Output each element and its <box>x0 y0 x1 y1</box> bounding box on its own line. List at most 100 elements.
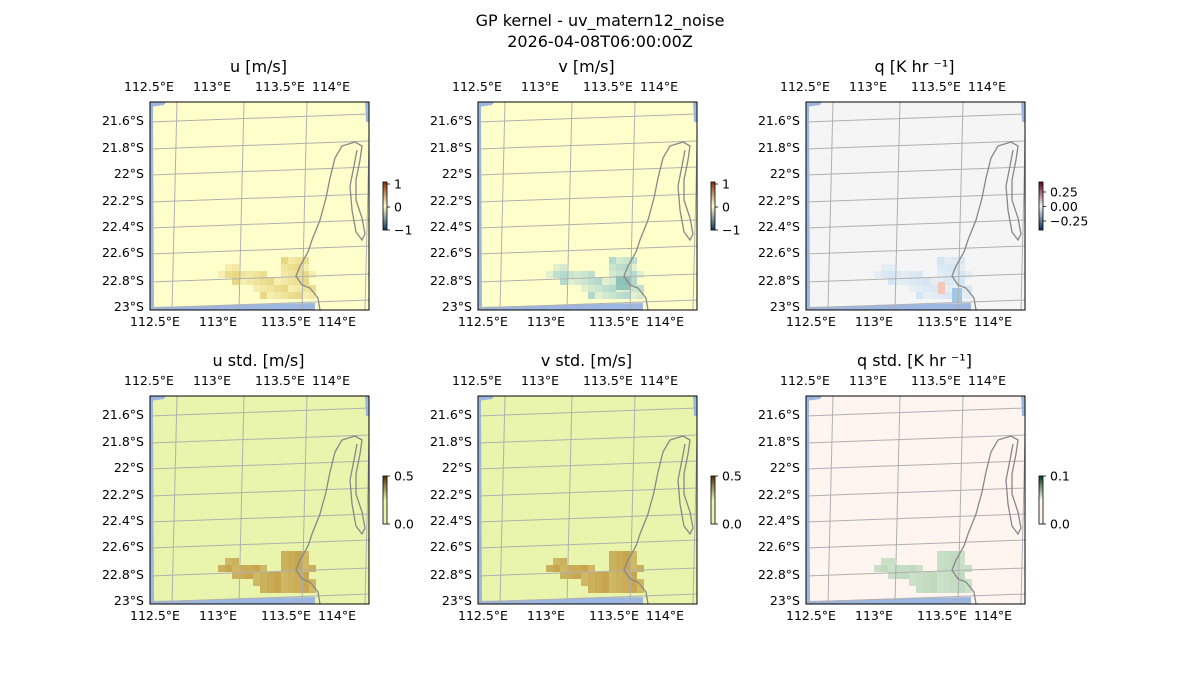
lat-tick: 22.4°S <box>430 219 472 234</box>
lat-tick: 22°S <box>114 460 144 475</box>
lon-tick-top: 113.5°E <box>583 373 633 388</box>
lon-tick-top: 113.5°E <box>583 79 633 94</box>
map-panel-u: u [m/s]112.5°E112.5°E113°E113°E113.5°E11… <box>102 57 412 329</box>
lon-tick-bottom: 113.5°E <box>917 314 967 329</box>
colorbar-tick: 0.00 <box>1050 199 1078 214</box>
lon-tick-bottom: 113°E <box>527 608 565 623</box>
lat-tick: 22.6°S <box>430 539 472 554</box>
lat-tick: 22°S <box>442 166 472 181</box>
colorbar-tick: −1 <box>394 223 412 238</box>
data-patch <box>546 257 644 299</box>
panel-title-u_std: u std. [m/s] <box>213 351 305 370</box>
lat-tick: 21.6°S <box>102 407 144 422</box>
map-panel-v: v [m/s]112.5°E112.5°E113°E113°E113.5°E11… <box>430 57 740 329</box>
lon-tick-bottom: 113.5°E <box>917 608 967 623</box>
data-patch <box>874 551 972 593</box>
colorbar-tick: 0.5 <box>722 469 742 484</box>
lon-tick-bottom: 114°E <box>974 314 1012 329</box>
colorbar-u: 1 0 −1 <box>382 177 412 238</box>
panel-title-q: q [K hr ⁻¹] <box>875 57 955 76</box>
lat-tick: 23°S <box>770 299 800 314</box>
lon-tick-top: 113.5°E <box>255 79 305 94</box>
colorbar-tick: 0.0 <box>722 517 742 532</box>
lat-tick: 22.2°S <box>758 193 800 208</box>
lon-tick-bottom: 113°E <box>199 608 237 623</box>
lat-tick: 21.8°S <box>102 434 144 449</box>
lat-tick: 22.8°S <box>758 567 800 582</box>
colorbar-tick: 0.0 <box>394 517 414 532</box>
lat-tick: 22.6°S <box>102 245 144 260</box>
lat-tick: 22.2°S <box>102 193 144 208</box>
lon-tick-top: 114°E <box>968 373 1006 388</box>
lat-tick: 21.6°S <box>758 113 800 128</box>
map-panel-v_std: v std. [m/s] 112.5°E 112.5°E 113°E 113°E 113.… <box>430 351 742 623</box>
lon-tick-top: 114°E <box>640 373 678 388</box>
lat-tick: 21.6°S <box>102 113 144 128</box>
map-frame <box>149 101 370 311</box>
figure-title: GP kernel - uv_matern12_noise 2026-04-08… <box>0 10 1200 52</box>
lat-tick: 21.6°S <box>430 113 472 128</box>
lon-tick-bottom: 112.5°E <box>786 608 836 623</box>
lon-tick-top: 113°E <box>521 79 559 94</box>
lon-tick-top: 114°E <box>640 79 678 94</box>
colorbar-tick: 0 <box>722 200 730 215</box>
lat-tick: 22.6°S <box>758 245 800 260</box>
lat-tick: 22°S <box>770 460 800 475</box>
lon-tick-top: 112.5°E <box>124 79 174 94</box>
coastline <box>623 435 694 604</box>
lon-tick-bottom: 113.5°E <box>589 608 639 623</box>
graticule <box>806 102 1025 310</box>
lat-tick: 22.4°S <box>102 513 144 528</box>
lon-tick-top: 113°E <box>849 373 887 388</box>
panel-title-u: u [m/s] <box>230 57 287 76</box>
lon-tick-bottom: 114°E <box>646 608 684 623</box>
data-patch <box>546 551 644 593</box>
data-patch <box>218 257 316 299</box>
lon-tick-bottom: 112.5°E <box>786 314 836 329</box>
lon-tick-bottom: 113°E <box>855 314 893 329</box>
lon-tick-top: 112.5°E <box>780 79 830 94</box>
map-panel-q: q [K hr ⁻¹] 112.5°E 112.5°E 113°E 113°E 113.5… <box>758 57 1088 329</box>
panel-title-q_std: q std. [K hr ⁻¹] <box>857 351 972 370</box>
lat-tick: 22.8°S <box>102 273 144 288</box>
colorbar-q: 0.250.00−0.25 <box>1038 181 1088 231</box>
coastline <box>623 141 694 310</box>
lon-tick-bottom: 114°E <box>318 608 356 623</box>
colorbar-tick: 1 <box>394 177 402 192</box>
colorbar-tick: 1 <box>722 177 730 192</box>
map-frame <box>477 101 698 311</box>
lon-tick-top: 112.5°E <box>124 373 174 388</box>
lon-tick-bottom: 113°E <box>199 314 237 329</box>
lon-tick-bottom: 112.5°E <box>458 608 508 623</box>
colorbar-u_std: 0.5 0.0 <box>382 469 414 532</box>
colorbar-v_std: 0.5 0.0 <box>710 469 742 532</box>
lat-tick: 21.8°S <box>430 140 472 155</box>
lat-tick: 23°S <box>442 593 472 608</box>
lat-tick: 22.4°S <box>102 219 144 234</box>
colorbar-tick: 0.0 <box>1050 517 1070 532</box>
panel-title-v: v [m/s] <box>558 57 614 76</box>
map-panel-q_std: q std. [K hr ⁻¹] 112.5°E 112.5°E 113°E 113°E… <box>758 351 1070 623</box>
lat-tick: 22.6°S <box>758 539 800 554</box>
lat-tick: 21.6°S <box>430 407 472 422</box>
lat-tick: 23°S <box>114 299 144 314</box>
lon-tick-top: 113°E <box>521 373 559 388</box>
graticule <box>478 102 697 310</box>
lat-tick: 21.6°S <box>758 407 800 422</box>
lat-tick: 22.2°S <box>102 487 144 502</box>
lat-tick: 22.4°S <box>758 513 800 528</box>
map-frame <box>805 101 1026 311</box>
lat-tick: 23°S <box>770 593 800 608</box>
colorbar-tick: 0.1 <box>1050 469 1070 484</box>
lat-tick: 22.2°S <box>430 193 472 208</box>
colorbar-tick: −1 <box>722 223 740 238</box>
lat-tick: 22°S <box>770 166 800 181</box>
lon-tick-bottom: 113°E <box>527 314 565 329</box>
lon-tick-bottom: 112.5°E <box>458 314 508 329</box>
map-panel-u_std: u std. [m/s] 112.5°E 112.5°E 113°E 113°E 113.… <box>102 351 414 623</box>
map-frame <box>805 395 1026 605</box>
lon-tick-bottom: 112.5°E <box>130 314 180 329</box>
lat-tick: 21.8°S <box>758 434 800 449</box>
lat-tick: 23°S <box>114 593 144 608</box>
colorbar-tick: −0.25 <box>1050 214 1088 229</box>
